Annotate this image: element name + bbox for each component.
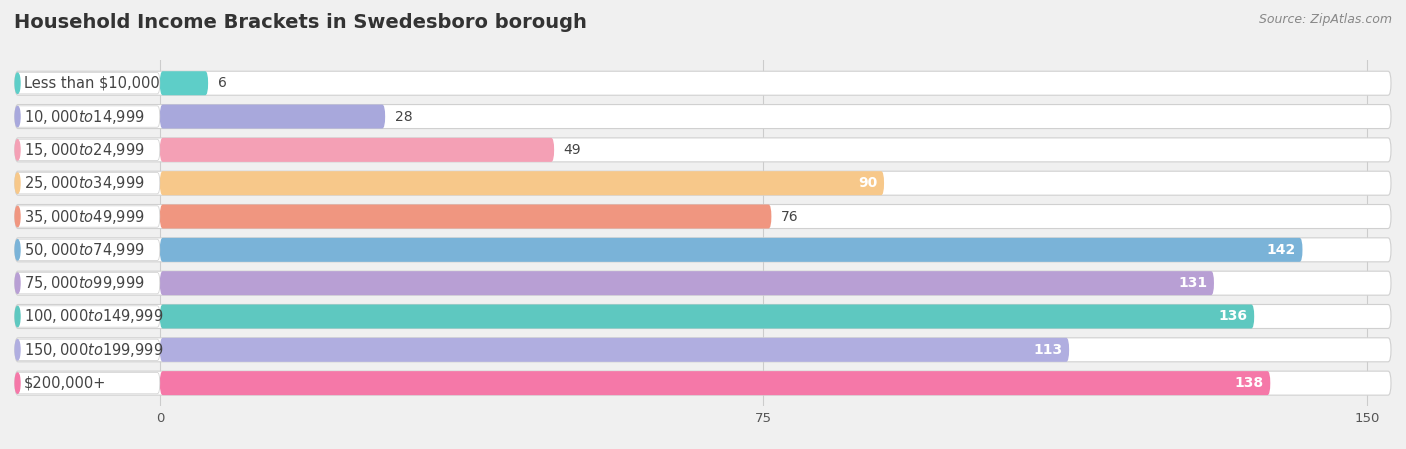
FancyBboxPatch shape bbox=[15, 239, 160, 260]
Text: Household Income Brackets in Swedesboro borough: Household Income Brackets in Swedesboro … bbox=[14, 13, 586, 32]
Text: 28: 28 bbox=[395, 110, 412, 123]
Circle shape bbox=[15, 340, 20, 360]
FancyBboxPatch shape bbox=[15, 106, 160, 127]
FancyBboxPatch shape bbox=[160, 238, 1302, 262]
Text: 76: 76 bbox=[782, 210, 799, 224]
FancyBboxPatch shape bbox=[160, 71, 208, 95]
Text: Less than $10,000: Less than $10,000 bbox=[24, 76, 160, 91]
Text: 49: 49 bbox=[564, 143, 582, 157]
Text: $50,000 to $74,999: $50,000 to $74,999 bbox=[24, 241, 145, 259]
FancyBboxPatch shape bbox=[160, 271, 1213, 295]
Text: $10,000 to $14,999: $10,000 to $14,999 bbox=[24, 108, 145, 126]
FancyBboxPatch shape bbox=[15, 373, 160, 394]
Text: 136: 136 bbox=[1219, 309, 1247, 323]
Text: $100,000 to $149,999: $100,000 to $149,999 bbox=[24, 308, 163, 326]
Text: 113: 113 bbox=[1033, 343, 1063, 357]
Text: $25,000 to $34,999: $25,000 to $34,999 bbox=[24, 174, 145, 192]
FancyBboxPatch shape bbox=[160, 304, 1254, 329]
FancyBboxPatch shape bbox=[15, 338, 1391, 362]
Circle shape bbox=[15, 207, 20, 227]
Circle shape bbox=[15, 273, 20, 293]
Circle shape bbox=[15, 240, 20, 260]
Circle shape bbox=[15, 306, 20, 326]
FancyBboxPatch shape bbox=[15, 271, 1391, 295]
FancyBboxPatch shape bbox=[160, 371, 1270, 395]
Text: 142: 142 bbox=[1267, 243, 1296, 257]
FancyBboxPatch shape bbox=[160, 338, 1069, 362]
FancyBboxPatch shape bbox=[15, 206, 160, 227]
FancyBboxPatch shape bbox=[160, 205, 772, 229]
Text: 90: 90 bbox=[859, 176, 877, 190]
FancyBboxPatch shape bbox=[15, 171, 1391, 195]
FancyBboxPatch shape bbox=[15, 238, 1391, 262]
FancyBboxPatch shape bbox=[15, 306, 160, 327]
FancyBboxPatch shape bbox=[15, 172, 160, 194]
FancyBboxPatch shape bbox=[15, 139, 160, 161]
Circle shape bbox=[15, 173, 20, 194]
FancyBboxPatch shape bbox=[15, 73, 160, 94]
Text: 6: 6 bbox=[218, 76, 226, 90]
FancyBboxPatch shape bbox=[160, 171, 884, 195]
FancyBboxPatch shape bbox=[160, 138, 554, 162]
Circle shape bbox=[15, 73, 20, 93]
FancyBboxPatch shape bbox=[15, 304, 1391, 329]
Text: 138: 138 bbox=[1234, 376, 1264, 390]
Text: $200,000+: $200,000+ bbox=[24, 376, 107, 391]
Circle shape bbox=[15, 106, 20, 127]
Text: $150,000 to $199,999: $150,000 to $199,999 bbox=[24, 341, 163, 359]
Circle shape bbox=[15, 140, 20, 160]
FancyBboxPatch shape bbox=[15, 105, 1391, 128]
FancyBboxPatch shape bbox=[160, 105, 385, 128]
Text: $75,000 to $99,999: $75,000 to $99,999 bbox=[24, 274, 145, 292]
Text: $35,000 to $49,999: $35,000 to $49,999 bbox=[24, 207, 145, 225]
FancyBboxPatch shape bbox=[15, 205, 1391, 229]
FancyBboxPatch shape bbox=[15, 273, 160, 294]
FancyBboxPatch shape bbox=[15, 371, 1391, 395]
FancyBboxPatch shape bbox=[15, 71, 1391, 95]
FancyBboxPatch shape bbox=[15, 339, 160, 361]
Text: Source: ZipAtlas.com: Source: ZipAtlas.com bbox=[1258, 13, 1392, 26]
Circle shape bbox=[15, 373, 20, 393]
Text: $15,000 to $24,999: $15,000 to $24,999 bbox=[24, 141, 145, 159]
FancyBboxPatch shape bbox=[15, 138, 1391, 162]
Text: 131: 131 bbox=[1178, 276, 1208, 290]
